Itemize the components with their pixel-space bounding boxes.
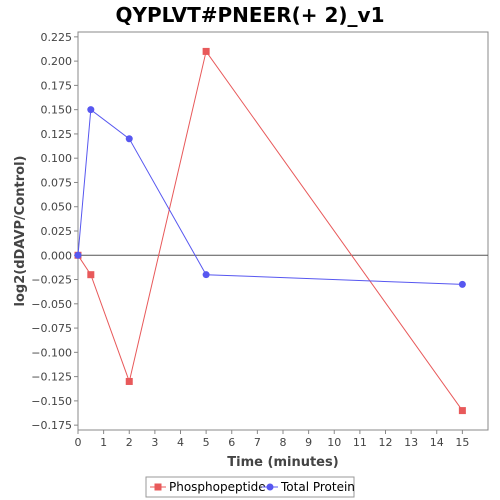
data-point (125, 377, 133, 385)
y-tick-label: −0.175 (31, 419, 72, 432)
x-tick-label: 15 (455, 436, 469, 449)
y-tick-label: −0.025 (31, 274, 72, 287)
y-tick-label: 0.025 (41, 225, 73, 238)
x-tick-label: 14 (430, 436, 444, 449)
y-tick-label: −0.100 (31, 346, 72, 359)
legend-label: Phosphopeptide (169, 480, 266, 494)
legend-marker (154, 483, 162, 491)
y-axis-label: log2(dDAVP/Control) (13, 156, 28, 307)
x-tick-label: 9 (305, 436, 312, 449)
x-tick-label: 4 (177, 436, 184, 449)
legend-marker (266, 483, 274, 491)
y-tick-label: −0.150 (31, 395, 72, 408)
data-point (202, 271, 210, 279)
y-tick-label: 0.000 (41, 249, 73, 262)
x-tick-label: 0 (75, 436, 82, 449)
legend-item: Phosphopeptide (150, 480, 266, 494)
legend-item: Total Protein (262, 480, 355, 494)
x-axis: 0 1 2 3 4 5 6 7 8 9 10 11 12 13 14 15 (75, 430, 469, 449)
y-axis: −0.175 −0.150 −0.125 −0.100 −0.075 −0.050 −0.0… (31, 31, 78, 432)
data-point (458, 407, 466, 415)
x-tick-label: 2 (126, 436, 133, 449)
x-tick-label: 8 (280, 436, 287, 449)
x-tick-label: 13 (404, 436, 418, 449)
y-tick-label: −0.125 (31, 371, 72, 384)
x-tick-label: 3 (151, 436, 158, 449)
y-tick-label: 0.100 (41, 152, 73, 165)
y-tick-label: 0.225 (41, 31, 73, 44)
y-tick-label: 0.075 (41, 176, 73, 189)
y-tick-label: 0.050 (41, 201, 73, 214)
y-tick-label: 0.125 (41, 128, 73, 141)
data-point (125, 135, 133, 143)
data-point (74, 251, 82, 259)
legend-items: Phosphopeptide Total Protein (150, 480, 355, 494)
y-tick-label: 0.200 (41, 55, 73, 68)
data-point (458, 280, 466, 288)
y-tick-label: 0.150 (41, 104, 73, 117)
data-point (87, 106, 95, 114)
data-point (202, 47, 210, 55)
x-axis-label: Time (minutes) (227, 455, 338, 470)
legend (145, 476, 355, 498)
series-total-protein (74, 106, 466, 288)
x-tick-label: 10 (327, 436, 341, 449)
chart-title: QYPLVT#PNEER(+ 2)_v1 (115, 3, 384, 27)
data-point (87, 271, 95, 279)
plot-area (77, 31, 489, 431)
legend-label: Total Protein (280, 480, 355, 494)
x-tick-label: 7 (254, 436, 261, 449)
y-tick-label: −0.050 (31, 298, 72, 311)
x-tick-label: 5 (203, 436, 210, 449)
series-layer (74, 47, 466, 415)
y-tick-label: 0.175 (41, 79, 73, 92)
y-tick-label: −0.075 (31, 322, 72, 335)
x-tick-label: 1 (100, 436, 107, 449)
x-tick-label: 12 (379, 436, 393, 449)
x-tick-label: 11 (353, 436, 367, 449)
x-tick-label: 6 (228, 436, 235, 449)
